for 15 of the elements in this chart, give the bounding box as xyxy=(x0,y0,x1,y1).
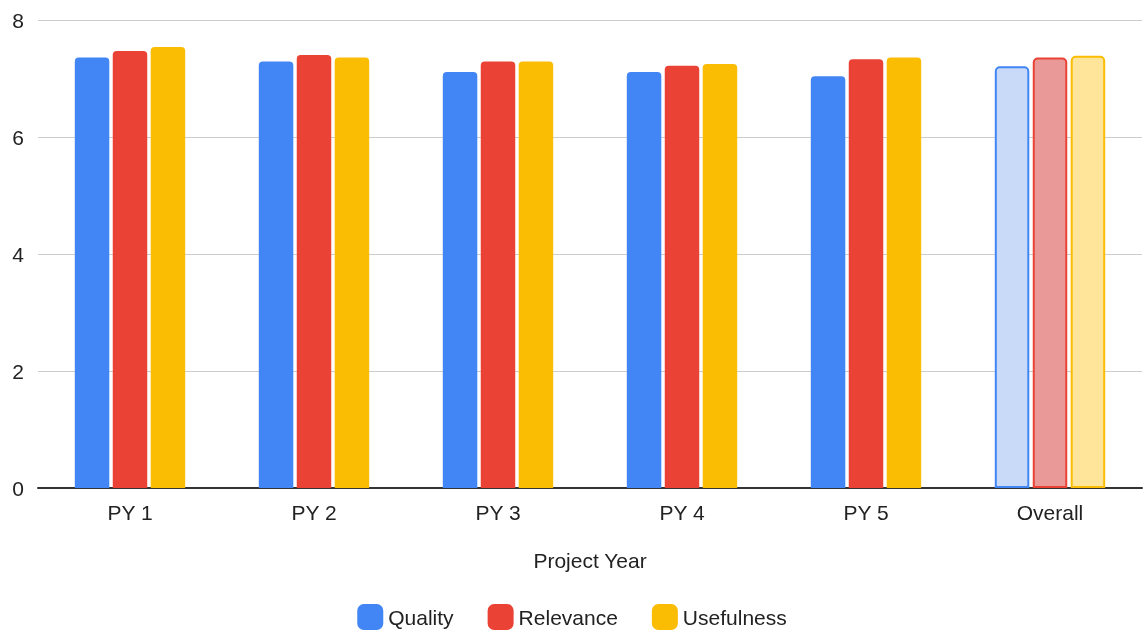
y-tick-label: 2 xyxy=(12,359,24,383)
y-tick-label: 4 xyxy=(12,242,25,266)
x-tick-label: PY 3 xyxy=(475,501,521,524)
x-tick-label: PY 1 xyxy=(107,501,153,524)
x-tick-label: PY 4 xyxy=(659,501,705,524)
legend-label: Usefulness xyxy=(682,605,787,629)
legend-label: Quality xyxy=(388,605,455,629)
x-tick-label: Overall xyxy=(1016,501,1084,524)
x-tick-label: PY 5 xyxy=(843,501,889,524)
x-axis-title: Project Year xyxy=(533,549,647,572)
legend-label: Relevance xyxy=(518,605,618,629)
y-tick-label: 0 xyxy=(12,476,24,500)
x-tick-label: PY 2 xyxy=(291,501,337,524)
y-tick-label: 6 xyxy=(12,125,24,149)
y-tick-label: 8 xyxy=(12,8,24,32)
